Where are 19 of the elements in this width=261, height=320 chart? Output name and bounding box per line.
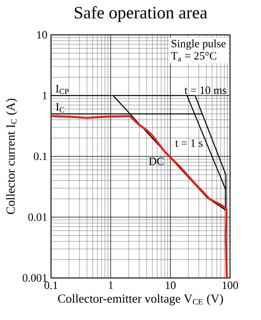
x-tick-label: 1 bbox=[108, 282, 113, 289]
y-tick-label: 0.01 bbox=[28, 213, 47, 221]
series-label: I$_{CP}$ bbox=[56, 84, 68, 94]
series-label: t = 10 ms bbox=[184, 86, 226, 94]
x-tick-label: 10 bbox=[166, 282, 176, 290]
annotation: T$_{a}$ = 25°C bbox=[171, 52, 216, 62]
y-tick-label: 1 bbox=[42, 92, 47, 100]
chart-title: Safe operation area bbox=[74, 6, 208, 22]
series-label: t = 1 s bbox=[175, 139, 203, 147]
y-tick-label: 10 bbox=[37, 31, 47, 39]
x-axis-title: Collector-emitter voltage V$_{CE}$ (V) bbox=[58, 294, 223, 306]
annotation: Single pulse bbox=[172, 40, 226, 50]
y-tick-label: 0.1 bbox=[34, 152, 47, 160]
y-axis-title: Collector current I$_{C}$ (A) bbox=[6, 98, 18, 214]
series-label: I$_{C}$ bbox=[56, 103, 64, 112]
x-tick-label: 0.1 bbox=[44, 282, 58, 290]
y-tick-label: 0.001 bbox=[22, 274, 47, 282]
x-tick-label: 100 bbox=[222, 282, 238, 290]
series-label: DC bbox=[148, 158, 164, 166]
